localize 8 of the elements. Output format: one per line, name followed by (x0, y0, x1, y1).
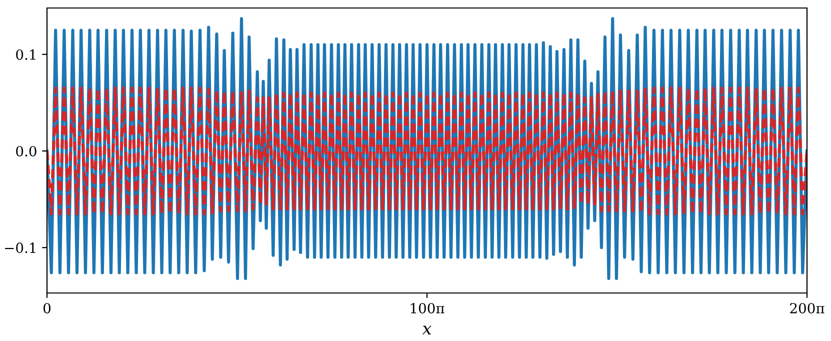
line-series (47, 86, 807, 216)
x-tick-label: 0 (43, 302, 50, 314)
x-tick-label: 200π (790, 302, 824, 314)
y-tick-label: 0.0 (16, 146, 36, 156)
x-axis-title: x (422, 326, 432, 334)
x-tick-label: 100π (410, 302, 444, 314)
y-tick-label: −0.1 (5, 242, 36, 254)
y-tick-label: 0.1 (16, 49, 36, 60)
